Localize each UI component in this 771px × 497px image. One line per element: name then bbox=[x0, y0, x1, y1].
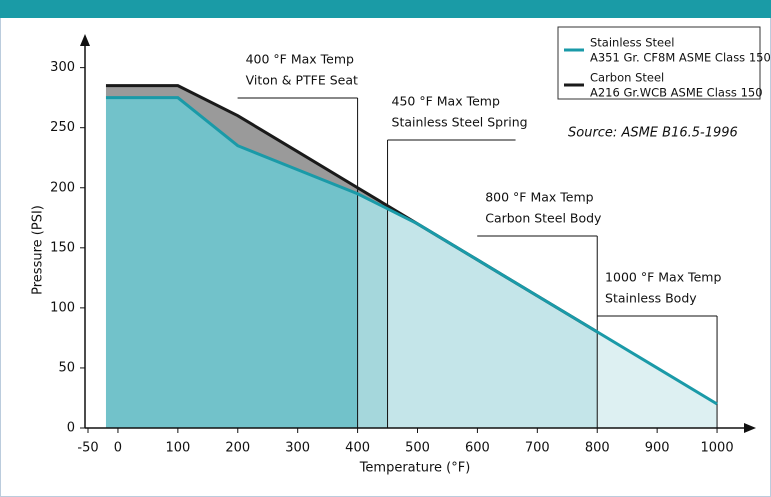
plot bbox=[105, 85, 718, 429]
legend-spec: A216 Gr.WCB ASME Class 150 bbox=[590, 86, 763, 100]
x-tick-label: 300 bbox=[285, 441, 310, 456]
y-tick-label: 200 bbox=[50, 180, 75, 195]
header-band bbox=[0, 0, 771, 18]
annotation-text: Stainless Steel Spring bbox=[392, 115, 528, 130]
y-tick-label: 100 bbox=[50, 300, 75, 315]
x-tick-label: 900 bbox=[645, 441, 670, 456]
x-axis-arrow bbox=[744, 423, 756, 433]
legend-label: Stainless Steel bbox=[590, 36, 674, 50]
y-tick-label: 300 bbox=[50, 60, 75, 75]
x-tick-label: 600 bbox=[465, 441, 490, 456]
x-tick-label: 100 bbox=[165, 441, 190, 456]
x-tick-label: 400 bbox=[345, 441, 370, 456]
rating-band bbox=[387, 208, 598, 428]
y-tick-label: 0 bbox=[67, 421, 75, 436]
x-tick-label: 1000 bbox=[701, 441, 734, 456]
x-tick-label: 200 bbox=[225, 441, 250, 456]
rating-band bbox=[597, 331, 718, 428]
annotation-text: 800 °F Max Temp bbox=[485, 190, 593, 205]
rating-band bbox=[105, 97, 358, 429]
y-axis-label: Pressure (PSI) bbox=[31, 205, 46, 295]
x-axis-label: Temperature (°F) bbox=[359, 461, 471, 476]
annotation-text: 400 °F Max Temp bbox=[246, 52, 354, 67]
legend-spec: A351 Gr. CF8M ASME Class 150 bbox=[590, 51, 771, 65]
annotation-text: Stainless Body bbox=[605, 291, 697, 306]
source-note: Source: ASME B16.5-1996 bbox=[568, 126, 738, 141]
rating-band bbox=[357, 193, 388, 428]
y-tick-label: 150 bbox=[50, 240, 75, 255]
annotation-text: 1000 °F Max Temp bbox=[605, 270, 721, 285]
x-tick-label: -50 bbox=[77, 441, 98, 456]
annotation-text: Carbon Steel Body bbox=[485, 211, 602, 226]
x-tick-label: 700 bbox=[525, 441, 550, 456]
y-axis-arrow bbox=[80, 34, 90, 46]
legend-label: Carbon Steel bbox=[590, 71, 664, 85]
annotation-text: Viton & PTFE Seat bbox=[246, 73, 358, 88]
series-line bbox=[105, 96, 718, 406]
x-tick-label: 500 bbox=[405, 441, 430, 456]
legend-box bbox=[557, 26, 761, 100]
x-tick-label: 800 bbox=[585, 441, 610, 456]
y-tick-label: 250 bbox=[50, 120, 75, 135]
x-tick-label: 0 bbox=[114, 441, 122, 456]
annotation-text: 450 °F Max Temp bbox=[392, 94, 500, 109]
y-tick-label: 50 bbox=[58, 360, 75, 375]
